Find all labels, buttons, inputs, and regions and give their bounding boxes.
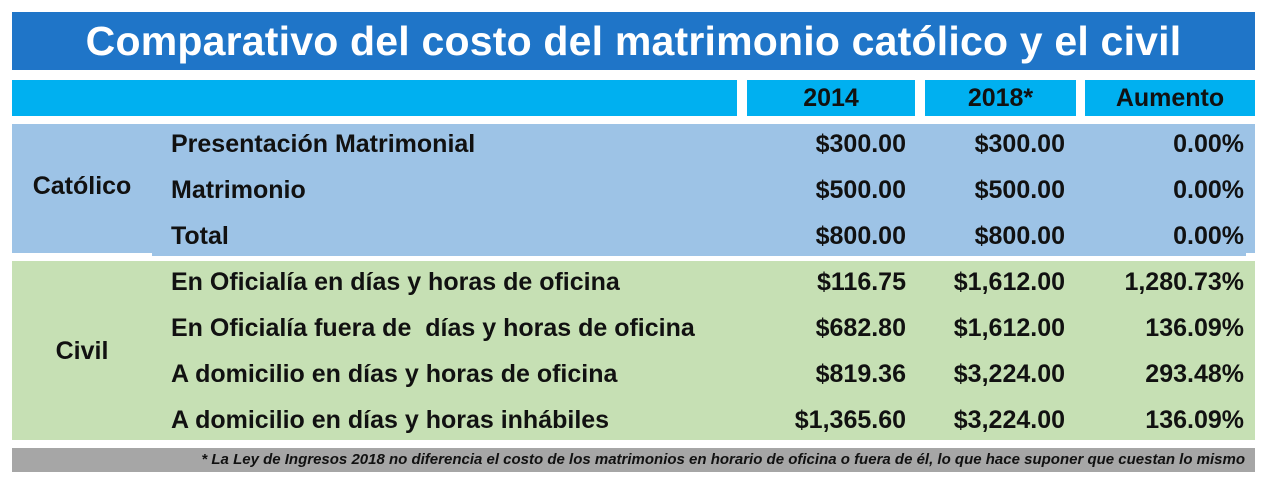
- row-value-2014: $1,365.60: [794, 406, 906, 434]
- row-concept: En Oficialía fuera de días y horas de of…: [171, 314, 695, 342]
- row-concept: Presentación Matrimonial: [171, 130, 476, 158]
- table-row: A domicilio en días y horas inhábiles $1…: [152, 400, 1246, 440]
- row-value-2018: $1,612.00: [953, 314, 1065, 342]
- row-value-increase: 0.00%: [1173, 130, 1244, 158]
- row-value-2014: $682.80: [815, 314, 906, 342]
- column-header-2014: 2014: [747, 80, 915, 116]
- row-value-2018: $3,224.00: [953, 406, 1065, 434]
- table-row: En Oficialía en días y horas de oficina …: [152, 262, 1246, 302]
- row-value-2018: $500.00: [974, 176, 1065, 204]
- table-row: Matrimonio $500.00 $500.00 0.00%: [152, 170, 1246, 210]
- row-concept: En Oficialía en días y horas de oficina: [171, 268, 620, 296]
- row-concept: A domicilio en días y horas de oficina: [171, 360, 618, 388]
- table-row: A domicilio en días y horas de oficina $…: [152, 354, 1246, 394]
- row-value-2014: $500.00: [815, 176, 906, 204]
- row-value-2014: $116.75: [817, 268, 906, 296]
- row-value-2018: $300.00: [974, 130, 1065, 158]
- row-value-2014: $300.00: [815, 130, 906, 158]
- header-blank-cell: [12, 80, 737, 116]
- row-concept: Total: [171, 222, 229, 250]
- table-row: En Oficialía fuera de días y horas de of…: [152, 308, 1246, 348]
- row-value-2014: $800.00: [815, 222, 906, 250]
- row-value-2018: $3,224.00: [953, 360, 1065, 388]
- table-row: Total $800.00 $800.00 0.00%: [152, 216, 1246, 256]
- row-value-increase: 136.09%: [1145, 406, 1244, 434]
- row-value-2018: $1,612.00: [953, 268, 1065, 296]
- column-header-aumento: Aumento: [1085, 80, 1255, 116]
- row-value-increase: 136.09%: [1145, 314, 1244, 342]
- row-value-2018: $800.00: [974, 222, 1065, 250]
- row-value-increase: 293.48%: [1145, 360, 1244, 388]
- group-label-catolico: Católico: [32, 172, 132, 200]
- group-label-civil: Civil: [55, 337, 109, 365]
- row-concept: Matrimonio: [171, 176, 306, 204]
- chart-title: Comparativo del costo del matrimonio cat…: [12, 12, 1255, 70]
- column-header-2018: 2018*: [925, 80, 1076, 116]
- row-value-increase: 0.00%: [1173, 176, 1244, 204]
- row-value-2014: $819.36: [815, 360, 906, 388]
- row-value-increase: 0.00%: [1173, 222, 1244, 250]
- row-value-increase: 1,280.73%: [1124, 268, 1244, 296]
- footnote: * La Ley de Ingresos 2018 no diferencia …: [12, 448, 1255, 472]
- table-row: Presentación Matrimonial $300.00 $300.00…: [152, 124, 1246, 164]
- row-concept: A domicilio en días y horas inhábiles: [171, 406, 610, 434]
